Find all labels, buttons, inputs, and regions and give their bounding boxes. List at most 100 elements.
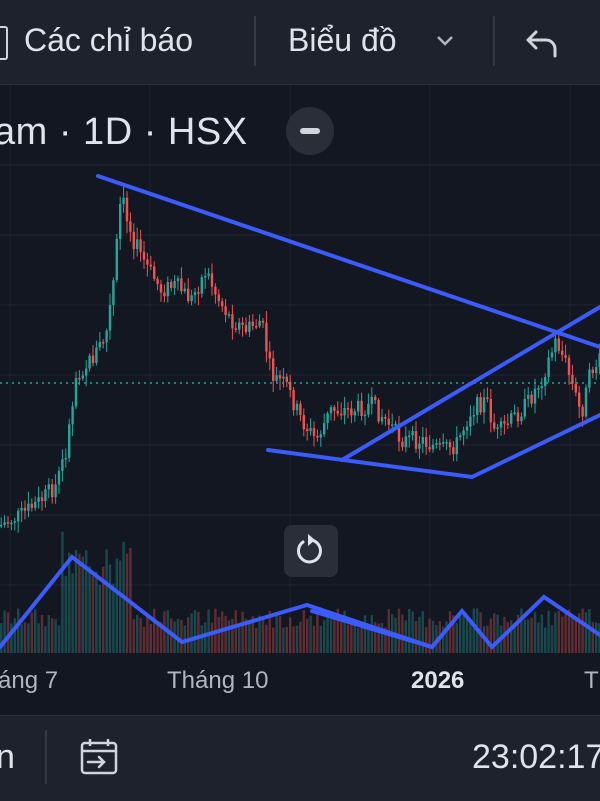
indicators-button[interactable]: Các chỉ báo: [24, 22, 193, 58]
volume-bar: [374, 622, 377, 653]
candle-body: [520, 416, 523, 422]
volume-bar: [448, 611, 452, 653]
chart-title: am · 1D · HSX: [0, 111, 248, 153]
candle-body: [595, 367, 598, 374]
candle-body: [200, 277, 203, 294]
candle-body: [360, 400, 363, 417]
candle-body: [210, 273, 214, 287]
volume-bar: [533, 612, 537, 653]
volume-bar: [221, 611, 224, 653]
candle-body: [27, 503, 30, 511]
candle-body: [112, 280, 115, 305]
candle-body: [272, 358, 275, 381]
candle-body: [343, 407, 346, 416]
volume-bar: [510, 620, 513, 653]
candle-body: [244, 324, 248, 332]
volume-bar: [561, 616, 564, 653]
candle-body: [380, 416, 384, 422]
candle-body: [394, 423, 397, 426]
candle-body: [544, 377, 547, 387]
volume-bar: [54, 619, 57, 653]
candle-body: [425, 437, 428, 447]
candle-body: [251, 321, 254, 326]
volume-bar: [285, 626, 288, 653]
candle-body: [567, 357, 571, 375]
candle-body: [13, 521, 16, 523]
candle-body: [530, 394, 533, 404]
candle-body: [455, 437, 458, 455]
collapse-legend-button[interactable]: [286, 107, 334, 155]
candle-body: [285, 376, 288, 382]
volume-trendline-2: [310, 609, 434, 649]
volume-bar: [23, 622, 27, 653]
volume-bar: [489, 618, 492, 653]
volume-bar: [346, 624, 350, 653]
time-tick: áng 7: [0, 667, 59, 694]
candle-body: [350, 408, 353, 416]
candle-body: [340, 413, 343, 416]
volume-bar: [272, 627, 275, 653]
chart-type-button[interactable]: Biểu đồ: [288, 22, 397, 58]
volume-bar: [360, 623, 363, 653]
candle-body: [489, 399, 492, 423]
volume-bar: [125, 553, 129, 653]
volume-bar: [105, 549, 108, 653]
candle-body: [258, 320, 261, 327]
volume-bar: [156, 624, 159, 653]
candle-body: [149, 264, 152, 267]
candle-body: [391, 424, 394, 426]
candle-body: [537, 388, 540, 390]
volume-bar: [20, 624, 23, 653]
undo-icon[interactable]: [524, 26, 560, 60]
volume-bar: [142, 626, 146, 653]
volume-bar: [584, 612, 588, 653]
volume-bar: [329, 619, 333, 653]
candle-body: [581, 406, 584, 417]
volume-bar: [554, 612, 557, 653]
candle-body: [316, 435, 319, 438]
reset-chart-button[interactable]: [284, 525, 338, 577]
volume-bar: [567, 609, 571, 653]
volume-bar: [598, 623, 600, 653]
volume-bar: [459, 615, 462, 653]
candle-body: [0, 524, 3, 527]
volume-bar: [445, 621, 448, 653]
candle-body: [78, 378, 81, 380]
candle-body: [421, 437, 424, 444]
candle-body: [448, 442, 452, 448]
candle-body: [513, 412, 516, 414]
candle-body: [496, 427, 499, 429]
volume-bar: [200, 625, 203, 653]
toolbar-divider: [254, 16, 256, 66]
volume-bar: [146, 614, 149, 653]
volume-bar: [197, 611, 200, 653]
goto-date-icon[interactable]: [78, 736, 120, 778]
indicators-partial-icon[interactable]: [0, 26, 8, 60]
volume-bar: [353, 620, 356, 653]
candle-body: [238, 322, 241, 330]
volume-bar: [333, 619, 336, 653]
candle-body: [540, 386, 543, 389]
candle-body: [234, 328, 237, 330]
timeframe-partial-label[interactable]: n: [0, 738, 15, 776]
volume-bar: [78, 553, 81, 653]
candle-body: [204, 276, 207, 278]
chart-area[interactable]: am · 1D · HSX áng 7 Tháng 10 2026 Th: [0, 85, 600, 715]
candle-body: [156, 278, 159, 285]
candle-body: [115, 238, 118, 281]
volume-bar: [231, 619, 234, 653]
volume-bar: [540, 614, 543, 653]
chevron-down-icon[interactable]: [434, 30, 456, 52]
volume-bar: [40, 614, 44, 653]
volume-bar: [299, 621, 302, 653]
volume-bar: [217, 616, 220, 653]
volume-bar: [411, 611, 414, 653]
price-chart[interactable]: [0, 85, 600, 715]
volume-bar: [323, 620, 326, 653]
volume-bar: [119, 560, 122, 653]
channel-upper-line: [340, 305, 600, 462]
candle-body: [289, 381, 292, 390]
candle-body: [231, 314, 234, 329]
candle-body: [401, 441, 404, 448]
volume-bar: [564, 613, 567, 653]
